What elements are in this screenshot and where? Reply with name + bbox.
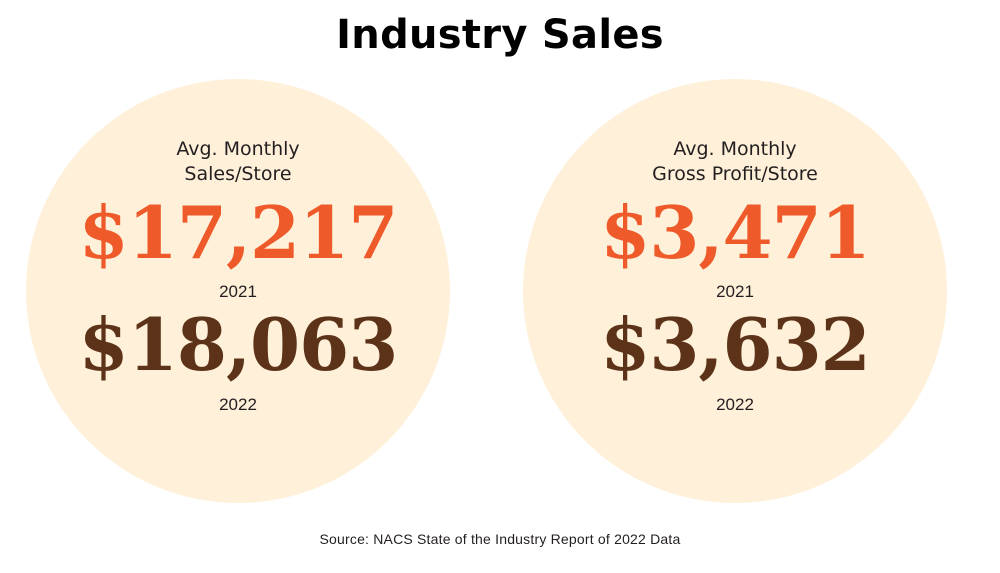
value-2021: $3,471 — [600, 190, 871, 275]
metric-label-line-1: Avg. Monthly — [176, 138, 300, 160]
metric-label-line-2: Gross Profit/Store — [652, 163, 818, 185]
metric-label-line-1: Avg. Monthly — [673, 138, 797, 160]
metric-label: Avg. Monthly Sales/Store — [26, 137, 450, 187]
metric-label: Avg. Monthly Gross Profit/Store — [523, 137, 947, 187]
sales-per-store-circle: Avg. Monthly Sales/Store $17,217 2021 $1… — [26, 79, 450, 503]
year-2022-label: 2022 — [219, 395, 257, 414]
metric-label-line-2: Sales/Store — [184, 163, 292, 185]
year-2022-label: 2022 — [716, 395, 754, 414]
value-2022: $3,632 — [600, 302, 871, 387]
value-2022: $18,063 — [78, 302, 399, 387]
year-2021-label: 2021 — [716, 282, 754, 301]
year-2021-label: 2021 — [219, 282, 257, 301]
page-title: Industry Sales — [336, 12, 664, 58]
source-caption: Source: NACS State of the Industry Repor… — [319, 531, 681, 547]
gross-profit-per-store-circle: Avg. Monthly Gross Profit/Store $3,471 2… — [523, 79, 947, 503]
value-2021: $17,217 — [78, 190, 399, 275]
